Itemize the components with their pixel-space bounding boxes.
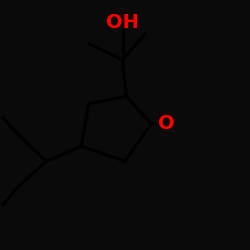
Text: O: O — [158, 114, 175, 133]
Text: OH: OH — [106, 13, 139, 32]
